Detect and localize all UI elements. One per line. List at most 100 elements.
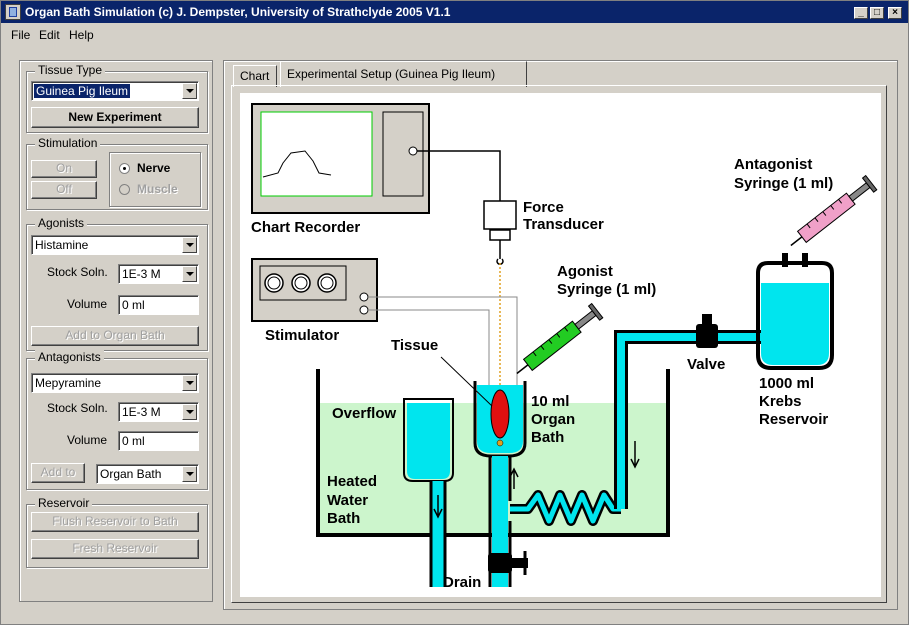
- antagonist-stock-value: 1E-3 M: [122, 405, 161, 419]
- antagonist-volume-field[interactable]: 0 ml: [118, 431, 199, 451]
- stim-dial-3-inner: [320, 276, 334, 290]
- stim-dial-1-inner: [267, 276, 281, 290]
- force-transducer: [483, 200, 517, 230]
- agonist-stock-label: Stock Soln.: [47, 265, 108, 279]
- stim-on-button[interactable]: On: [31, 160, 97, 178]
- recorder-screen: [260, 111, 373, 197]
- antagonist-stock-select[interactable]: 1E-3 M: [118, 402, 199, 422]
- menu-file[interactable]: File: [11, 28, 31, 42]
- drain-tap-body: [488, 553, 512, 573]
- chevron-down-icon[interactable]: [182, 266, 197, 282]
- chevron-down-icon[interactable]: [182, 237, 197, 253]
- reservoir-label-1: 1000 ml: [759, 375, 814, 392]
- tab-experimental-setup[interactable]: Experimental Setup (Guinea Pig Ileum): [280, 61, 527, 87]
- muscle-radio[interactable]: [119, 184, 130, 195]
- flow-arrow-down: [630, 441, 640, 469]
- stim-mode-group: [109, 152, 201, 207]
- stim-jack-2: [359, 305, 369, 315]
- agonist-volume-field[interactable]: 0 ml: [118, 295, 199, 315]
- heating-coil-liquid: [510, 492, 621, 524]
- force-transducer-label-1: Force: [523, 199, 564, 216]
- tissue-pointer: [440, 356, 493, 407]
- organ-bath-label-1: 10 ml: [531, 393, 569, 410]
- antagonist-stock-label: Stock Soln.: [47, 401, 108, 415]
- reservoir-cap-right: [802, 253, 808, 267]
- water-bath-label-1: Heated: [327, 473, 377, 490]
- tab-chart[interactable]: Chart: [233, 65, 277, 87]
- agonist-syringe-label-1: Agonist: [557, 263, 613, 280]
- nerve-label: Nerve: [137, 161, 171, 175]
- antagonists-group: Antagonists: [26, 350, 208, 490]
- antagonist-syringe: [790, 174, 878, 247]
- chevron-down-icon[interactable]: [182, 404, 197, 420]
- chevron-down-icon[interactable]: [182, 466, 197, 482]
- antagonist-value: Mepyramine: [35, 376, 102, 390]
- stimulator-label: Stimulator: [265, 327, 339, 344]
- antagonist-syringe-label-1: Antagonist: [734, 156, 812, 173]
- recorder-trace: [262, 150, 332, 178]
- tissue-type-value: Guinea Pig Ileum: [34, 84, 131, 98]
- minimize-button[interactable]: _: [854, 7, 868, 19]
- agonist-syringe: [516, 302, 604, 375]
- reservoir-group: Reservoir: [26, 496, 208, 568]
- stimulation-group: Stimulation: [26, 136, 208, 210]
- fresh-reservoir-button[interactable]: Fresh Reservoir: [31, 539, 199, 559]
- nerve-radio[interactable]: [119, 163, 130, 174]
- tissue-label: Tissue: [391, 337, 438, 354]
- recorder-jack: [408, 146, 418, 156]
- valve-handle: [702, 314, 712, 324]
- menu-edit[interactable]: Edit: [39, 28, 60, 42]
- flow-arrow-up: [509, 467, 519, 489]
- tissue-type-select[interactable]: Guinea Pig Ileum: [31, 81, 199, 101]
- agonist-value: Histamine: [35, 238, 89, 252]
- tissue-type-label: Tissue Type: [35, 63, 106, 77]
- add-agonist-button[interactable]: Add to Organ Bath: [31, 326, 199, 346]
- reservoir-wall: [756, 261, 834, 370]
- reservoir-liquid: [761, 283, 829, 365]
- water-bath-label-2: Water: [327, 492, 368, 509]
- control-panel: [19, 60, 213, 602]
- reservoir-label: Reservoir: [35, 496, 93, 510]
- main-panel: [223, 60, 898, 610]
- tissue: [490, 389, 510, 439]
- chevron-down-icon[interactable]: [182, 375, 197, 391]
- add-antagonist-button[interactable]: Add to: [31, 463, 85, 483]
- close-button[interactable]: ×: [888, 7, 902, 19]
- window-title: Organ Bath Simulation (c) J. Dempster, U…: [25, 5, 451, 19]
- drain-label: Drain: [443, 574, 481, 591]
- transducer-clamp: [489, 229, 511, 241]
- app-icon[interactable]: [5, 4, 21, 20]
- menu-bar: File Edit Help: [1, 25, 908, 45]
- water-bath-label-3: Bath: [327, 510, 360, 527]
- flush-reservoir-button[interactable]: Flush Reservoir to Bath: [31, 512, 199, 532]
- antagonist-volume-label: Volume: [67, 433, 108, 447]
- agonist-syringe-label-2: Syringe (1 ml): [557, 281, 656, 298]
- drain-tap-handle: [512, 558, 528, 568]
- maximize-button[interactable]: □: [870, 7, 884, 19]
- stim-dial-2-inner: [294, 276, 308, 290]
- valve-label: Valve: [687, 356, 725, 373]
- agonist-stock-select[interactable]: 1E-3 M: [118, 264, 199, 284]
- stimulation-label: Stimulation: [35, 136, 101, 150]
- antagonist-target-select[interactable]: Organ Bath: [96, 464, 199, 484]
- new-experiment-button[interactable]: New Experiment: [31, 107, 199, 128]
- tab-page: [231, 85, 887, 603]
- muscle-label: Muscle: [137, 182, 178, 196]
- agonists-group: Agonists: [26, 216, 208, 351]
- agonists-label: Agonists: [35, 216, 88, 230]
- agonist-volume-label: Volume: [67, 297, 108, 311]
- experiment-diagram[interactable]: Chart Recorder Force Transducer Stimulat…: [240, 93, 881, 597]
- chevron-down-icon[interactable]: [182, 83, 197, 99]
- stim-off-button[interactable]: Off: [31, 181, 97, 199]
- antagonists-label: Antagonists: [35, 350, 104, 364]
- stim-jack-1: [359, 292, 369, 302]
- antagonist-select[interactable]: Mepyramine: [31, 373, 199, 393]
- overflow-pipe: [432, 481, 444, 587]
- menu-help[interactable]: Help: [69, 28, 94, 42]
- organ-bath-label-2: Organ: [531, 411, 575, 428]
- agonist-select[interactable]: Histamine: [31, 235, 199, 255]
- reservoir-label-3: Reservoir: [759, 411, 828, 428]
- antagonist-syringe-label-2: Syringe (1 ml): [734, 175, 833, 192]
- tissue-anchor: [496, 439, 504, 447]
